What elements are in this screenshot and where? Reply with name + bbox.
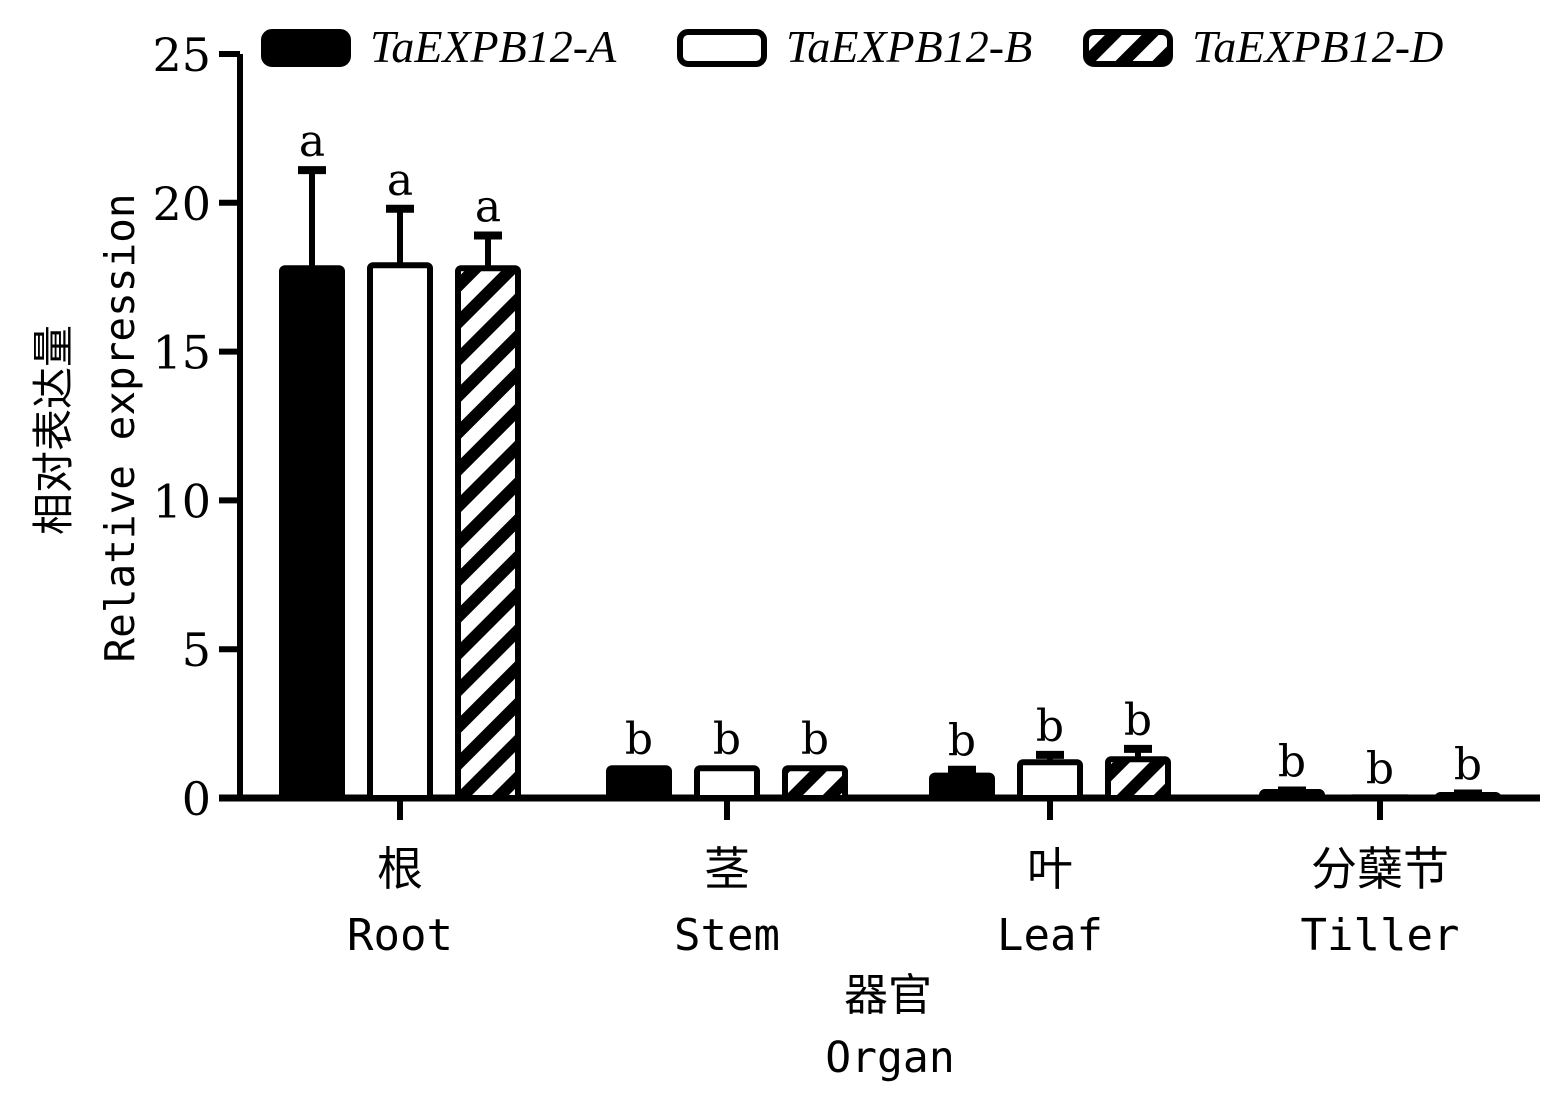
significance-letter: a — [299, 116, 325, 167]
significance-letter: b — [1366, 743, 1394, 794]
y-tick-label: 5 — [182, 623, 211, 677]
bar-TaEXPB12-A — [606, 765, 672, 801]
x-axis-title: 器官 Organ — [825, 970, 954, 1083]
legend-label: TaEXPB12-B — [786, 21, 1032, 72]
x-tick-label-cn: 叶 — [1027, 842, 1073, 896]
y-axis-title-cn: 相对表达量 — [29, 325, 78, 535]
bar-TaEXPB12-A — [929, 772, 995, 801]
significance-letter: a — [387, 155, 413, 206]
legend-label: TaEXPB12-D — [1192, 21, 1443, 72]
y-tick-label: 25 — [152, 28, 211, 82]
significance-letter: b — [713, 714, 741, 765]
x-tick-label-en: Tiller — [1301, 910, 1460, 961]
significance-letter: b — [1036, 701, 1064, 752]
significance-letter: b — [1454, 740, 1482, 791]
x-tick-label-en: Leaf — [997, 910, 1103, 961]
bar-TaEXPB12-D — [1105, 756, 1171, 802]
bar-TaEXPB12-B — [367, 262, 433, 801]
legend-swatch-TaEXPB12-B — [677, 29, 767, 67]
bar-TaEXPB12-B — [694, 765, 760, 801]
significance-letter: b — [948, 716, 976, 767]
legend-swatch-TaEXPB12-A — [261, 29, 351, 67]
significance-letter: b — [1278, 737, 1306, 788]
significance-letter: b — [801, 714, 829, 765]
y-ticks: 0 5 10 15 20 25 — [152, 28, 240, 826]
y-axis-title: 相对表达量 Relative expression — [29, 194, 144, 663]
bar-TaEXPB12-B — [1017, 759, 1083, 802]
x-tick-label-en: Root — [347, 910, 453, 961]
x-tick-label-cn: 分蘖节 — [1311, 842, 1449, 896]
y-tick-label: 20 — [152, 177, 211, 231]
x-tick-label-en: Stem — [674, 910, 780, 961]
significance-letter: a — [475, 182, 501, 233]
legend-swatch-TaEXPB12-D — [1083, 29, 1173, 67]
x-axis-title-cn: 器官 — [844, 970, 932, 1021]
x-tick-label-cn: 茎 — [704, 842, 750, 896]
y-axis-title-en: Relative expression — [96, 194, 144, 663]
y-tick-label: 15 — [152, 326, 211, 380]
bar-TaEXPB12-A — [279, 265, 345, 802]
legend-label: TaEXPB12-A — [370, 21, 617, 72]
significance-letter: b — [1124, 695, 1152, 746]
x-ticks: 根 Root 茎 Stem 叶 Leaf 分蘖节 Tiller — [347, 798, 1459, 961]
y-tick-label: 10 — [152, 474, 211, 528]
bar-TaEXPB12-D — [782, 765, 848, 801]
x-axis-title-en: Organ — [825, 1033, 954, 1083]
bar-TaEXPB12-D — [455, 265, 521, 802]
y-tick-label: 0 — [182, 772, 211, 826]
bars: a b b b a b b b a b b b — [279, 116, 1501, 802]
x-tick-label-cn: 根 — [377, 842, 423, 896]
legend: TaEXPB12-A TaEXPB12-B TaEXPB12-D — [261, 21, 1443, 72]
bar-TaEXPB12-B — [1347, 794, 1413, 801]
significance-letter: b — [625, 714, 653, 765]
